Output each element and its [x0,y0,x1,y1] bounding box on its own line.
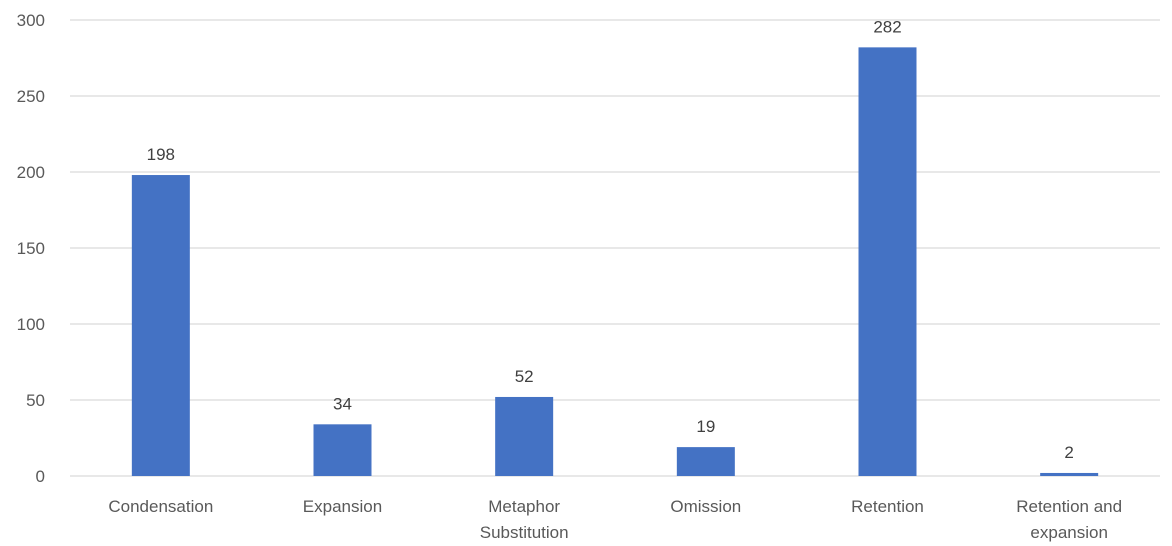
x-category-label-line: Expansion [303,497,382,516]
data-labels: 198 34 52 19 282 2 [147,17,1074,462]
x-category-label: Retention [851,497,924,516]
gridlines [70,19,1160,477]
data-label: 34 [333,394,352,413]
bar [1040,472,1099,476]
bar [495,396,554,476]
x-category-label: Expansion [303,497,382,516]
y-tick-label: 50 [26,391,45,410]
bar [676,447,735,476]
data-label: 19 [696,417,715,436]
data-label: 198 [147,145,175,164]
x-category-label-line: Omission [670,497,741,516]
bar [131,175,190,477]
y-tick-label: 200 [17,163,45,182]
x-category-label-line: expansion [1030,523,1108,542]
bar [858,47,917,477]
y-tick-label: 100 [17,315,45,334]
x-category-label: Metaphor Substitution [480,497,569,542]
x-category-label: Condensation [108,497,213,516]
x-category-label-line: Retention and [1016,497,1122,516]
y-tick-label: 150 [17,239,45,258]
x-category-label: Retention and expansion [1016,497,1122,542]
y-axis-tick-labels: 0 50 100 150 200 250 300 [17,11,45,486]
bars [131,47,1099,477]
x-category-label-line: Retention [851,497,924,516]
x-category-label-line: Metaphor [488,497,560,516]
x-axis-category-labels: Condensation Expansion Metaphor Substitutio… [108,497,1122,542]
data-label: 282 [873,17,901,36]
bar [313,424,372,476]
y-tick-label: 300 [17,11,45,30]
data-label: 52 [515,367,534,386]
x-category-label-line: Substitution [480,523,569,542]
data-label: 2 [1064,443,1073,462]
x-category-label: Omission [670,497,741,516]
y-tick-label: 250 [17,87,45,106]
x-category-label-line: Condensation [108,497,213,516]
y-tick-label: 0 [36,467,45,486]
